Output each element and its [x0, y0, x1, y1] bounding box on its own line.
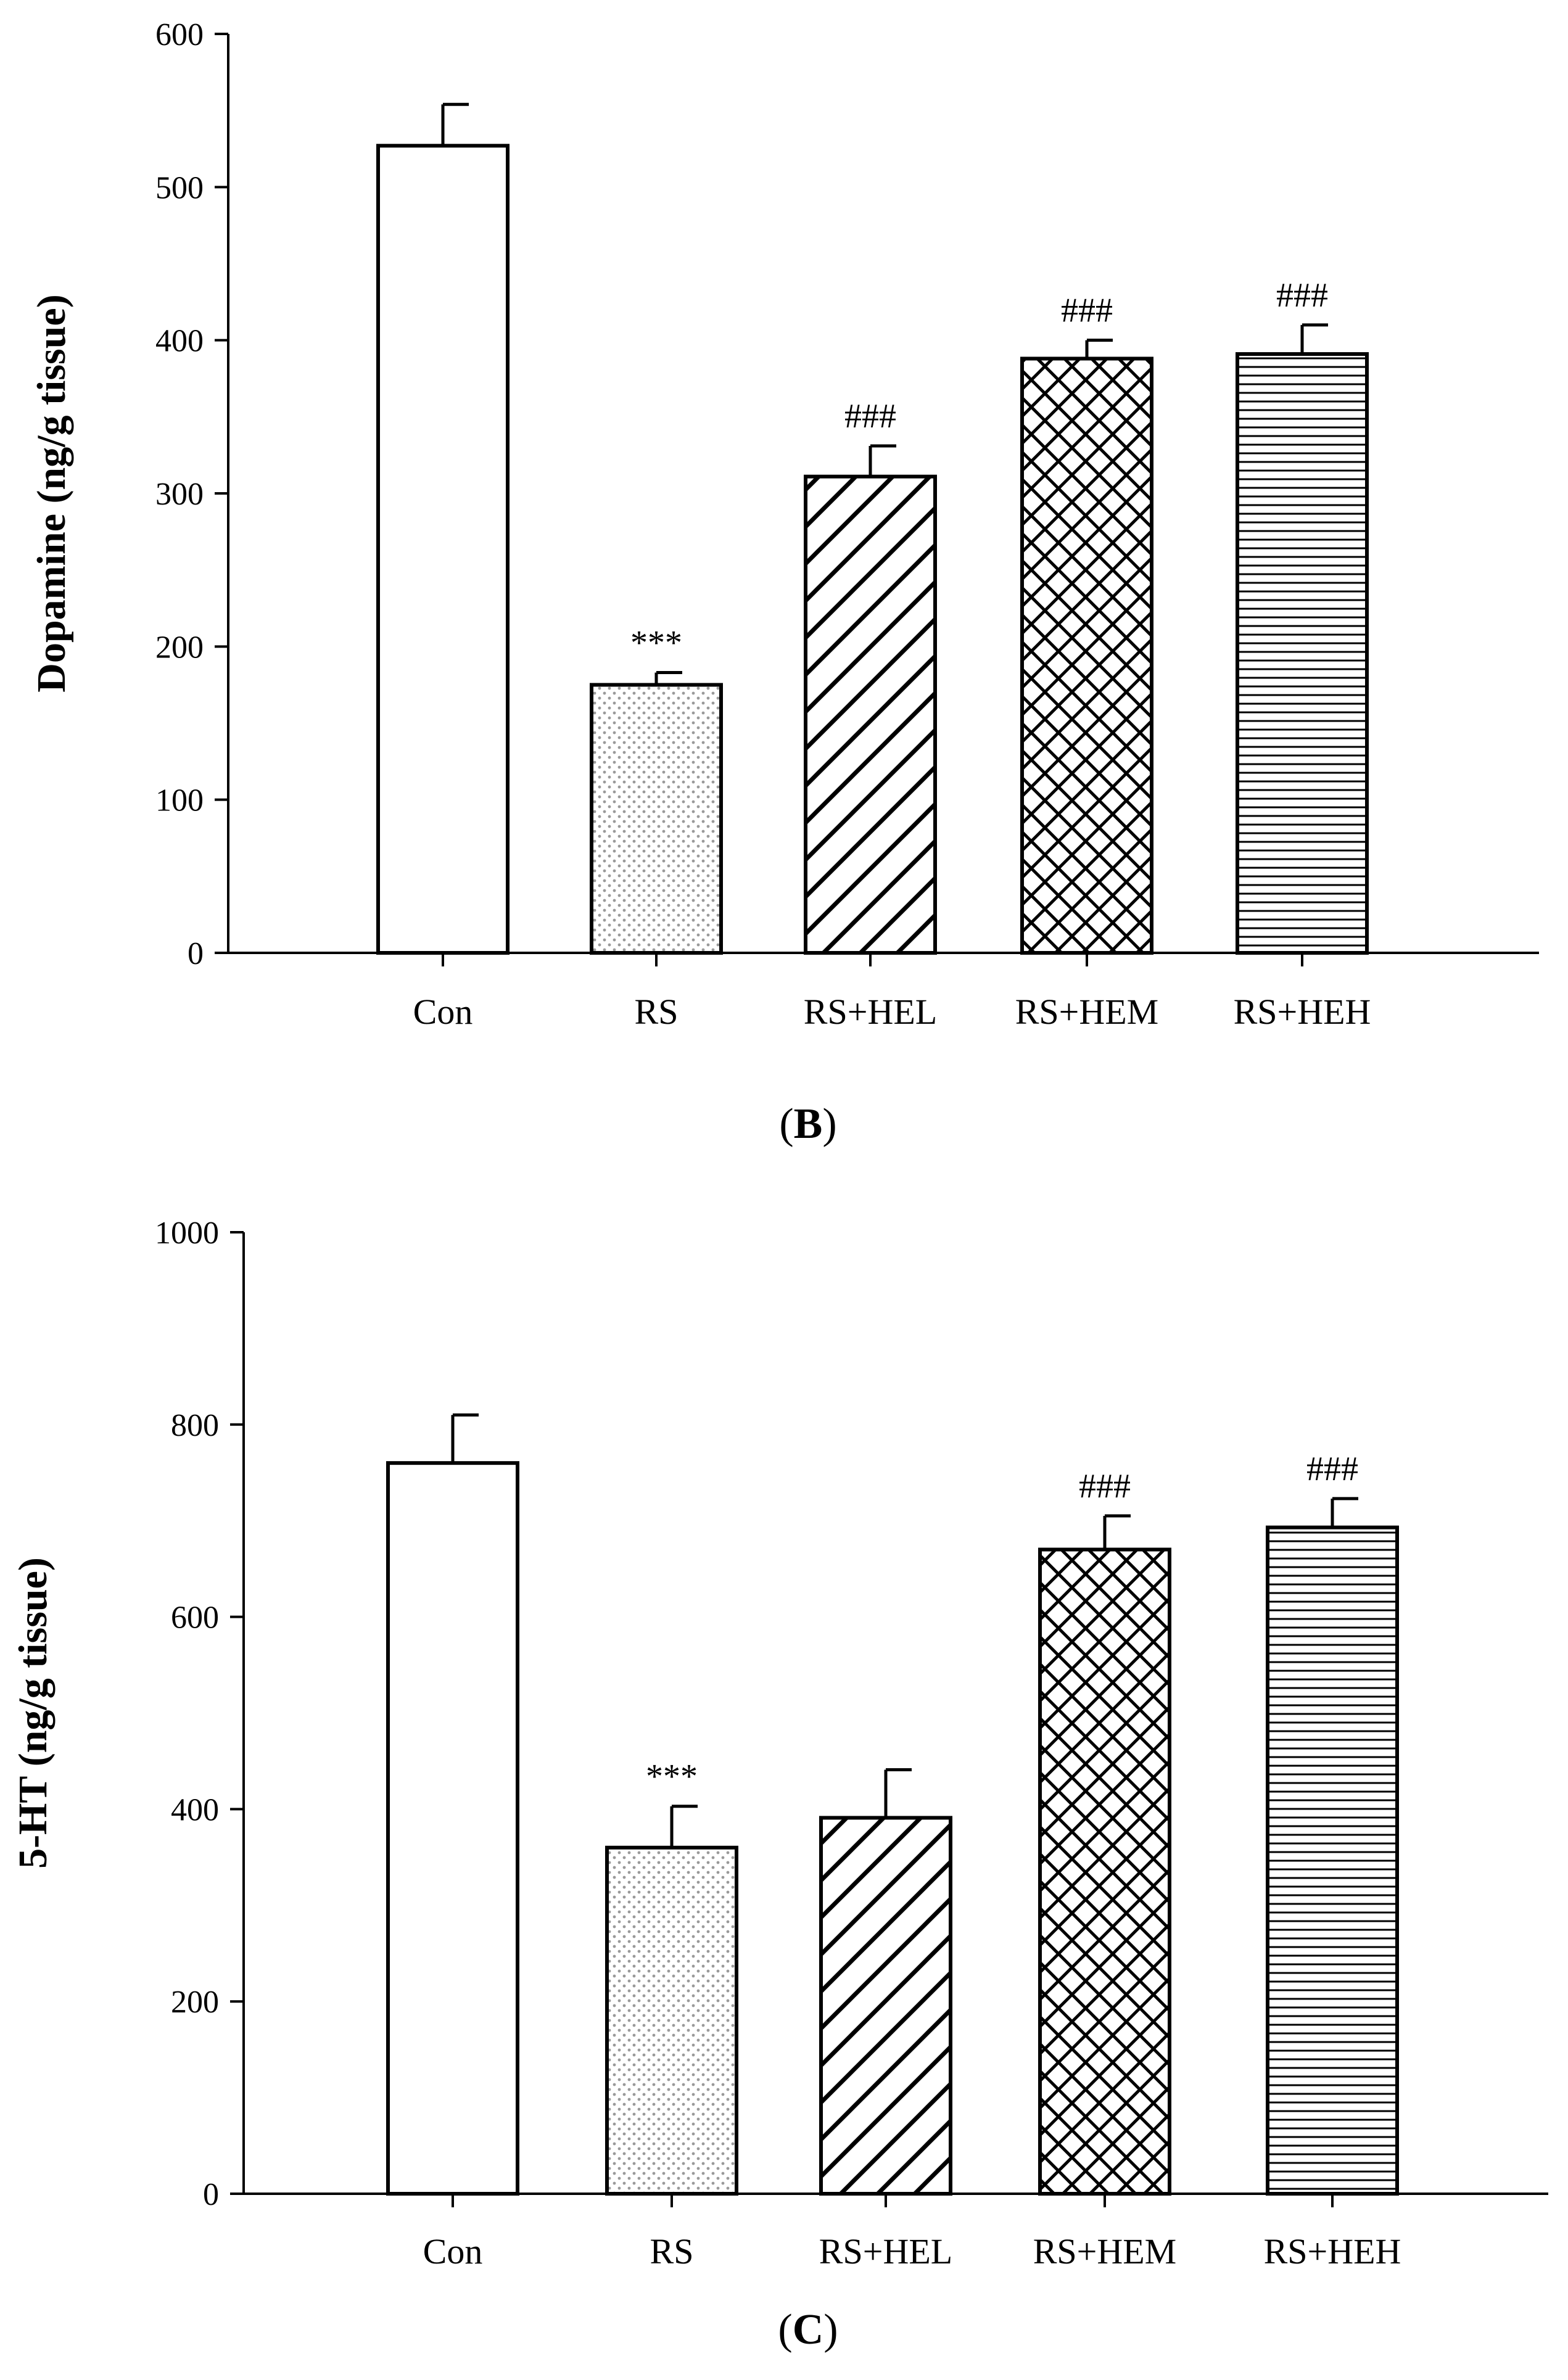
- y-tick-label: 600: [171, 1600, 219, 1636]
- significance-label: ###: [844, 397, 896, 435]
- y-tick-label: 400: [155, 324, 204, 359]
- significance-label: ***: [646, 1758, 698, 1796]
- panel-label: (B): [779, 1100, 836, 1148]
- y-axis-title: 5-HT (ng/g tissue): [10, 1557, 56, 1869]
- y-tick-label: 0: [188, 936, 204, 971]
- y-tick-label: 1000: [155, 1216, 219, 1251]
- x-category-label: Con: [423, 2231, 483, 2271]
- x-category-label: RS: [650, 2231, 694, 2271]
- significance-label: ***: [630, 624, 682, 662]
- bar-rs-heh: [1236, 352, 1369, 955]
- bar-rs-heh: [1266, 1525, 1399, 2196]
- significance-label: ###: [1306, 1450, 1358, 1488]
- y-tick-label: 300: [155, 477, 204, 512]
- y-tick-label: 200: [155, 630, 204, 665]
- bar-rs-hel: [819, 1816, 952, 2196]
- bar-con: [386, 1461, 519, 2196]
- significance-label: ###: [1079, 1467, 1131, 1505]
- y-tick-label: 800: [171, 1408, 219, 1443]
- x-category-label: RS+HEL: [804, 992, 937, 1032]
- y-tick-label: 500: [155, 170, 204, 205]
- bar-rs: [605, 1845, 738, 2196]
- significance-label: ###: [1276, 276, 1328, 315]
- x-category-label: RS: [635, 992, 679, 1032]
- panel-c-chart: 0 200 400 600 800 1000 Con RS *** RS+HEL RS+HEM ###…: [10, 1216, 1548, 2353]
- bar-rs-hel: [804, 474, 937, 955]
- bar-rs-hem: [1020, 356, 1153, 955]
- bar-rs: [590, 683, 723, 955]
- panel-b-chart: 0 100 200 300 400 500 600 Con RS *** RS+HEL ### RS+H…: [29, 17, 1539, 1148]
- x-category-label: RS+HEM: [1033, 2231, 1177, 2271]
- significance-label: ###: [1061, 292, 1113, 330]
- x-category-label: RS+HEH: [1264, 2231, 1401, 2271]
- y-tick-label: 100: [155, 783, 204, 818]
- bar-rs-hem: [1038, 1547, 1171, 2196]
- panel-label: (C): [778, 2306, 838, 2353]
- x-category-label: RS+HEL: [819, 2231, 952, 2271]
- bar-con: [376, 144, 510, 955]
- x-category-label: RS+HEM: [1015, 992, 1159, 1032]
- x-category-label: RS+HEH: [1234, 992, 1371, 1032]
- x-category-label: Con: [413, 992, 473, 1032]
- y-tick-label: 200: [171, 1985, 219, 2020]
- y-tick-label: 400: [171, 1792, 219, 1827]
- y-axis-title: Dopamine (ng/g tissue): [29, 294, 74, 692]
- y-tick-label: 600: [155, 17, 204, 52]
- y-tick-label: 0: [203, 2177, 219, 2212]
